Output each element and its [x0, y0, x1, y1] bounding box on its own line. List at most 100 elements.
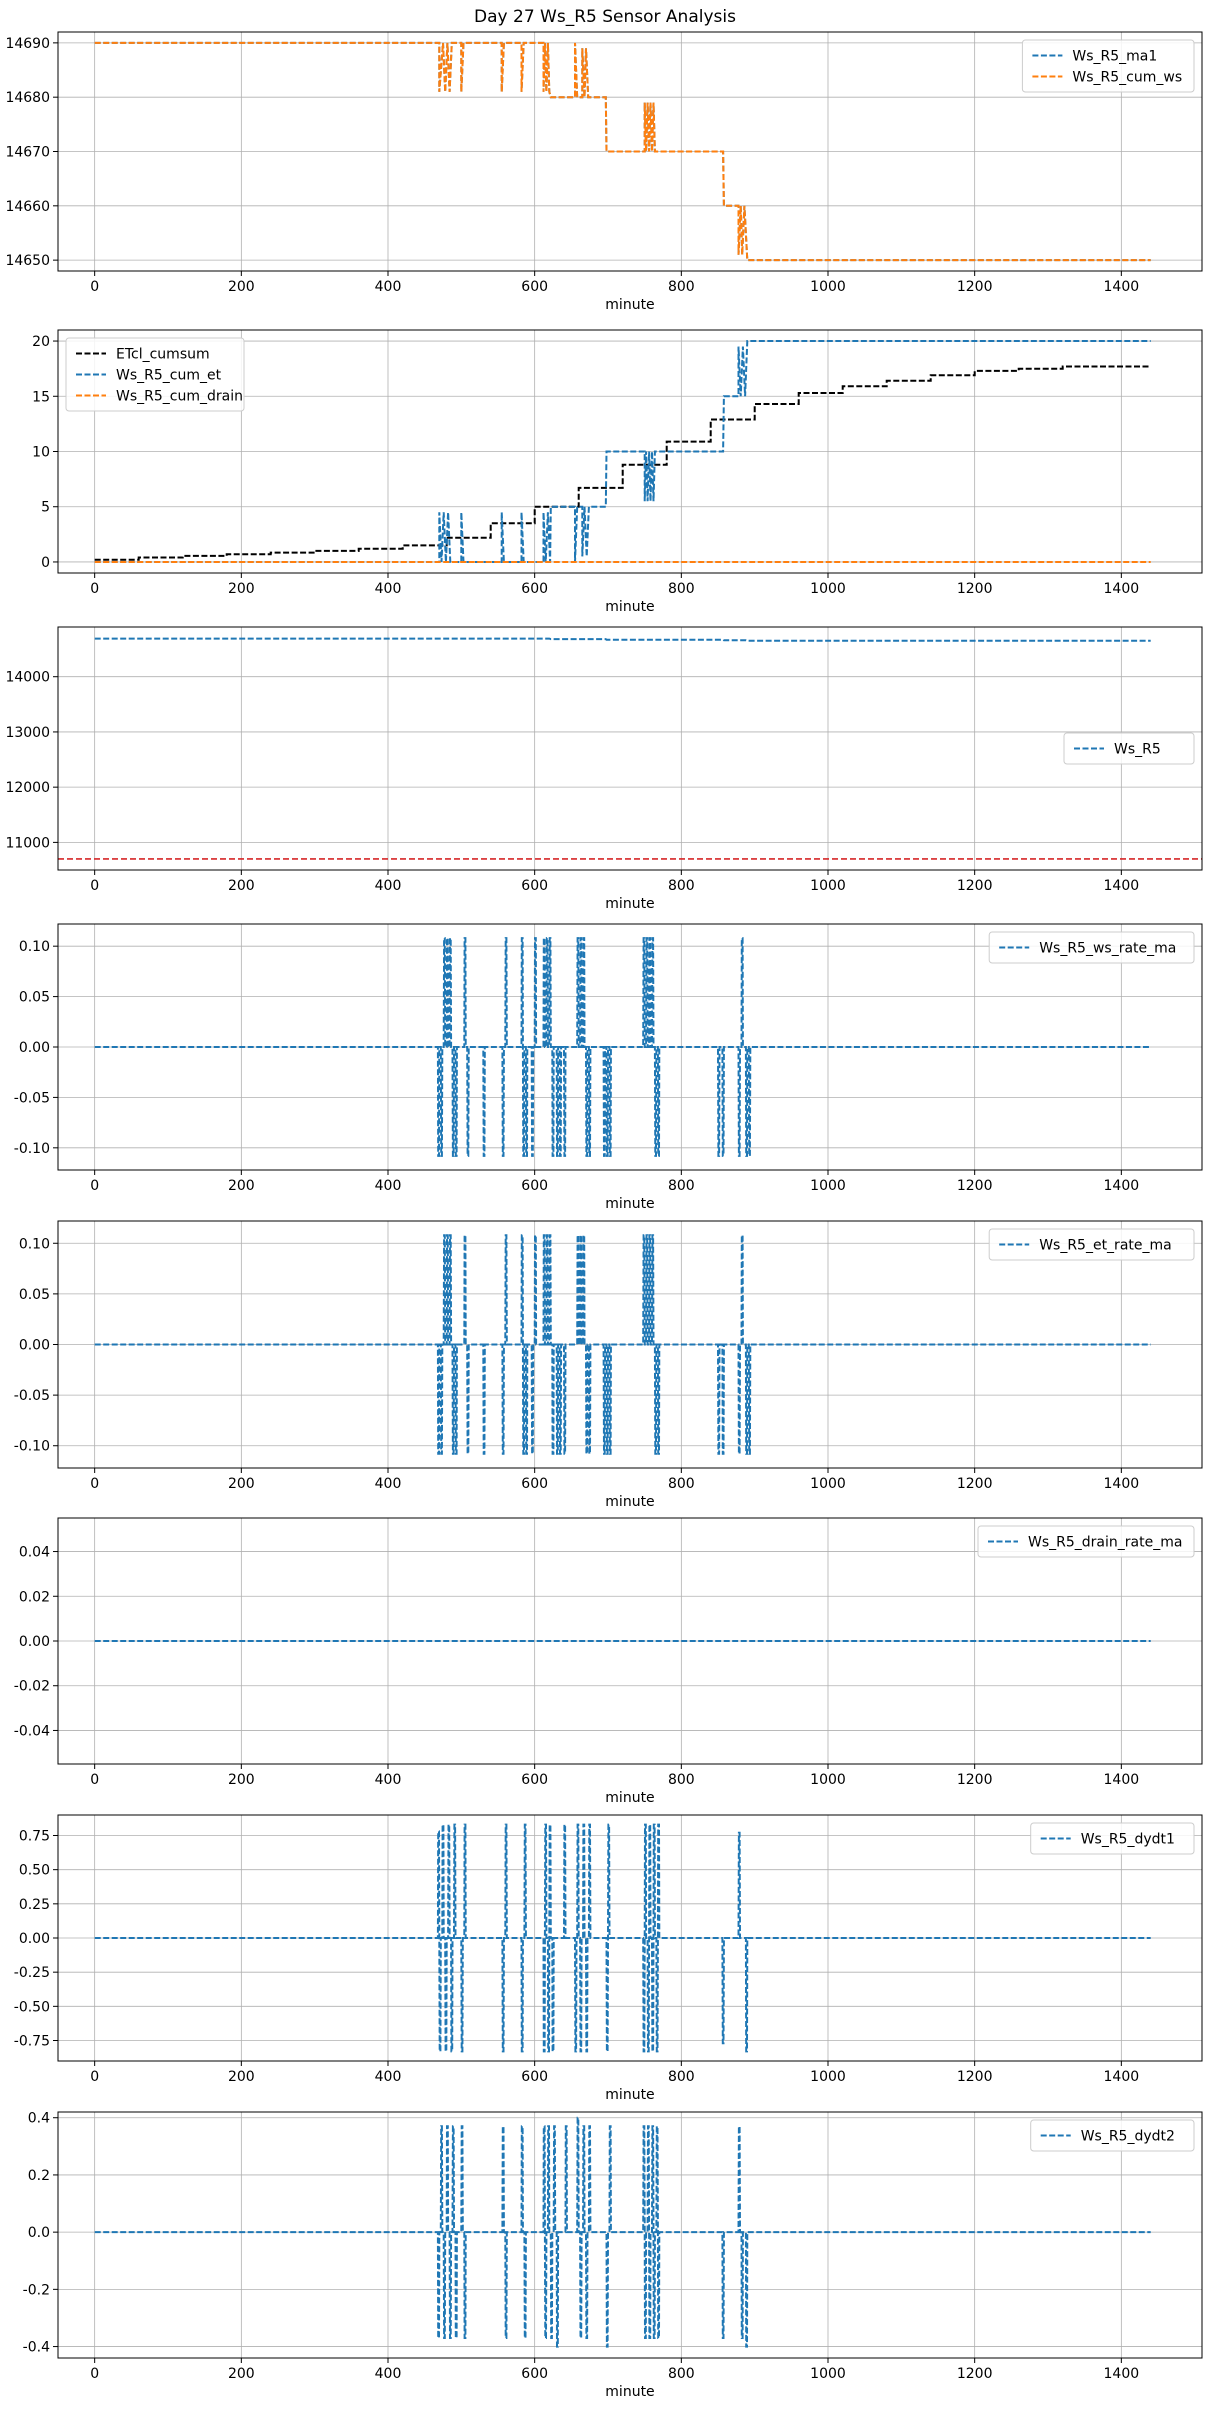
x-tick-label: 200 [228, 1476, 255, 1492]
y-tick-label: 0.75 [19, 1829, 50, 1845]
legend-label: Ws_R5_cum_drain [116, 389, 243, 405]
x-tick-label: 400 [375, 581, 402, 597]
y-tick-label: 14670 [5, 145, 50, 161]
x-axis-label: minute [605, 896, 654, 912]
x-axis-label: minute [605, 599, 654, 615]
x-tick-label: 0 [90, 1178, 99, 1194]
y-tick-label: 0.25 [19, 1897, 50, 1913]
x-tick-label: 200 [228, 581, 255, 597]
x-axis-label: minute [605, 1790, 654, 1806]
legend-label: Ws_R5_ws_rate_ma [1039, 941, 1176, 957]
y-tick-label: 11000 [5, 835, 50, 851]
legend-box [65, 337, 245, 412]
x-tick-label: 400 [375, 279, 402, 295]
x-tick-label: 200 [228, 1772, 255, 1788]
y-tick-label: 0.00 [19, 1040, 50, 1056]
legend: Ws_R5_dydt1 [1030, 1822, 1195, 1855]
legend: ETcl_cumsum Ws_R5_cum_et Ws_R5_cum_drain [65, 337, 245, 412]
y-tick-label: 10 [32, 445, 50, 461]
x-tick-label: 1200 [957, 279, 993, 295]
y-tick-label: 0.2 [28, 2168, 50, 2184]
x-tick-label: 1200 [957, 2366, 993, 2382]
y-tick-label: 0.50 [19, 1863, 50, 1879]
x-tick-label: 800 [668, 1178, 695, 1194]
y-tick-label: 14680 [5, 90, 50, 106]
figure-title: Day 27 Ws_R5 Sensor Analysis [474, 7, 736, 27]
x-tick-label: 1000 [810, 2069, 846, 2085]
legend: Ws_R5_ws_rate_ma [988, 931, 1195, 964]
x-tick-label: 800 [668, 279, 695, 295]
x-axis-label: minute [605, 2087, 654, 2103]
legend-box [1063, 732, 1195, 765]
y-tick-label: 0.04 [19, 1545, 50, 1561]
subplot-6: 0 200 400 600 800 1000 1200 1400 -0.04 -0.02 0.00 0… [14, 1517, 1203, 1806]
series-ws-r5-et-rate-ma [94, 1234, 1151, 1455]
subplot-1: 0 200 400 600 800 1000 1200 1400 14650 14660 14670… [5, 31, 1203, 313]
y-tick-label: 14690 [5, 36, 50, 52]
x-tick-label: 200 [228, 1178, 255, 1194]
y-tick-label: 20 [32, 334, 50, 350]
legend-label: ETcl_cumsum [116, 347, 210, 363]
x-tick-label: 400 [375, 2069, 402, 2085]
x-tick-label: 400 [375, 1178, 402, 1194]
x-tick-label: 1200 [957, 2069, 993, 2085]
subplot-5: 0 200 400 600 800 1000 1200 1400 -0.10 -0.05 0.00 0… [14, 1220, 1203, 1510]
x-tick-label: 1200 [957, 1772, 993, 1788]
y-tick-label: -0.10 [14, 1439, 50, 1455]
y-tick-label: 13000 [5, 725, 50, 741]
subplot-2: 0 200 400 600 800 1000 1200 1400 0 5 10 15 20 minute E… [32, 329, 1203, 615]
plot-area [58, 637, 1202, 860]
x-tick-label: 1400 [1104, 581, 1140, 597]
legend-box [1030, 1822, 1195, 1855]
x-tick-label: 800 [668, 2366, 695, 2382]
subplot-8: 0 200 400 600 800 1000 1200 1400 -0.4 -0.2 0.0 0.2 0… [23, 2111, 1203, 2400]
series-ws-r5-dydt2 [94, 2116, 1151, 2348]
y-tick-label: -0.25 [14, 1965, 50, 1981]
series-ws-r5-cum-ws [94, 41, 1151, 262]
legend-box [1030, 2119, 1195, 2152]
y-tick-label: 14000 [5, 670, 50, 686]
x-tick-label: 1000 [810, 279, 846, 295]
series-etcl-cumsum [94, 365, 1151, 561]
x-tick-label: 600 [521, 878, 548, 894]
x-axis-label: minute [605, 297, 654, 313]
legend-label: Ws_R5_et_rate_ma [1039, 1238, 1172, 1254]
x-tick-label: 1400 [1104, 1178, 1140, 1194]
x-tick-label: 800 [668, 581, 695, 597]
x-tick-label: 600 [521, 2069, 548, 2085]
legend-label: Ws_R5_dydt1 [1081, 1832, 1175, 1848]
y-tick-label: 0.05 [19, 990, 50, 1006]
y-tick-label: 0.00 [19, 1338, 50, 1354]
x-tick-label: 400 [375, 878, 402, 894]
plot-area [94, 41, 1151, 262]
x-tick-label: 800 [668, 1476, 695, 1492]
subplot-3: 0 200 400 600 800 1000 1200 1400 11000 12000 13000… [5, 626, 1203, 912]
y-tick-label: -0.50 [14, 1999, 50, 2015]
x-tick-label: 1000 [810, 1178, 846, 1194]
y-tick-label: 15 [32, 389, 50, 405]
x-tick-label: 800 [668, 878, 695, 894]
x-tick-label: 1000 [810, 2366, 846, 2382]
y-tick-label: -0.10 [14, 1141, 50, 1157]
x-tick-label: 800 [668, 1772, 695, 1788]
plot-area [94, 340, 1151, 563]
y-tick-label: 0 [41, 555, 50, 571]
x-tick-label: 600 [521, 581, 548, 597]
y-tick-label: -0.2 [23, 2282, 50, 2298]
legend-label: Ws_R5_ma1 [1072, 49, 1157, 65]
legend: Ws_R5_dydt2 [1030, 2119, 1195, 2152]
x-tick-label: 400 [375, 1772, 402, 1788]
y-tick-label: 0.4 [28, 2111, 50, 2127]
x-tick-label: 1000 [810, 878, 846, 894]
legend: Ws_R5_et_rate_ma [988, 1228, 1195, 1261]
x-tick-label: 600 [521, 2366, 548, 2382]
y-tick-label: -0.75 [14, 2034, 50, 2050]
x-tick-label: 800 [668, 2069, 695, 2085]
x-tick-label: 0 [90, 279, 99, 295]
y-tick-label: 0.00 [19, 1931, 50, 1947]
x-tick-label: 1200 [957, 1178, 993, 1194]
x-tick-label: 200 [228, 878, 255, 894]
plot-area [94, 937, 1151, 1157]
x-tick-label: 0 [90, 581, 99, 597]
